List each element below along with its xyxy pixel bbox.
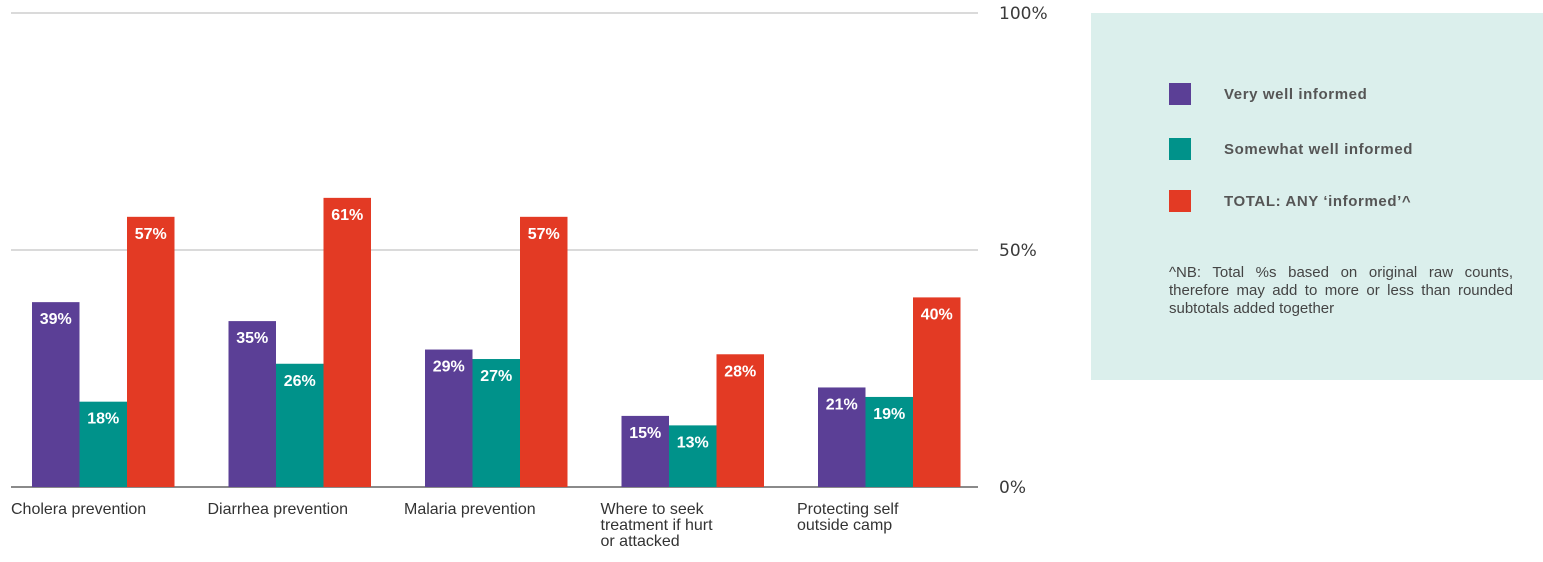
legend-item-somewhat-well-informed: Somewhat well informed xyxy=(1169,137,1413,161)
legend-label-very-well-informed: Very well informed xyxy=(1224,85,1368,103)
category-label: Where to seek treatment if hurt or attacke… xyxy=(601,501,714,550)
bar xyxy=(425,349,473,487)
bar xyxy=(621,415,669,487)
bar-value-label: 40% xyxy=(921,306,953,323)
bar-value-label: 13% xyxy=(677,434,709,451)
bar xyxy=(818,387,866,487)
bar-value-label: 26% xyxy=(284,373,316,390)
bar xyxy=(472,359,520,487)
bar xyxy=(32,302,80,487)
bar-value-label: 61% xyxy=(331,207,363,224)
category-label: Cholera prevention xyxy=(11,501,146,518)
bar-value-label: 21% xyxy=(826,396,858,413)
legend-panel: Very well informed Somewhat well informe… xyxy=(1091,13,1543,380)
bar-value-label: 27% xyxy=(480,368,512,385)
bar xyxy=(913,297,961,487)
category-label: Diarrhea prevention xyxy=(208,501,349,518)
legend-label-somewhat-well-informed: Somewhat well informed xyxy=(1224,140,1414,158)
bar-value-label: 57% xyxy=(135,226,167,243)
legend-item-very-well-informed: Very well informed xyxy=(1169,82,1367,106)
bar-value-label: 28% xyxy=(724,363,756,380)
bar-value-label: 19% xyxy=(873,406,905,423)
bar xyxy=(323,197,371,488)
legend-swatch-total-any-informed xyxy=(1169,190,1191,212)
legend-swatch-somewhat-well-informed xyxy=(1169,138,1191,160)
y-tick-label: 100% xyxy=(999,4,1048,24)
category-label: Malaria prevention xyxy=(404,501,536,518)
bar-value-label: 18% xyxy=(87,411,119,428)
bar xyxy=(127,216,175,487)
bar-value-label: 57% xyxy=(528,226,560,243)
legend-note: ^NB: Total %s based on original raw coun… xyxy=(1169,264,1513,317)
bar-chart: 0% 50% 100% 39% 18% 57% Cholera prevention 35% 2… xyxy=(11,4,1048,550)
legend-swatch-very-well-informed xyxy=(1169,83,1191,105)
y-tick-label: 50% xyxy=(999,241,1037,261)
bar-value-label: 35% xyxy=(236,330,268,347)
legend-label-total-any-informed: TOTAL: ANY ‘informed’^ xyxy=(1224,192,1412,210)
bar xyxy=(79,401,127,487)
bar-value-label: 29% xyxy=(433,359,465,376)
bar-value-label: 15% xyxy=(629,425,661,442)
bar xyxy=(228,321,276,487)
bar-value-label: 39% xyxy=(40,311,72,328)
legend-item-total-any-informed: TOTAL: ANY ‘informed’^ xyxy=(1169,189,1411,213)
y-tick-label: 0% xyxy=(999,478,1026,498)
bar xyxy=(520,216,568,487)
category-label: Protecting self outside camp xyxy=(797,501,899,534)
bar xyxy=(669,425,717,487)
bar xyxy=(276,363,324,487)
bar xyxy=(865,396,913,487)
bar xyxy=(716,354,764,487)
